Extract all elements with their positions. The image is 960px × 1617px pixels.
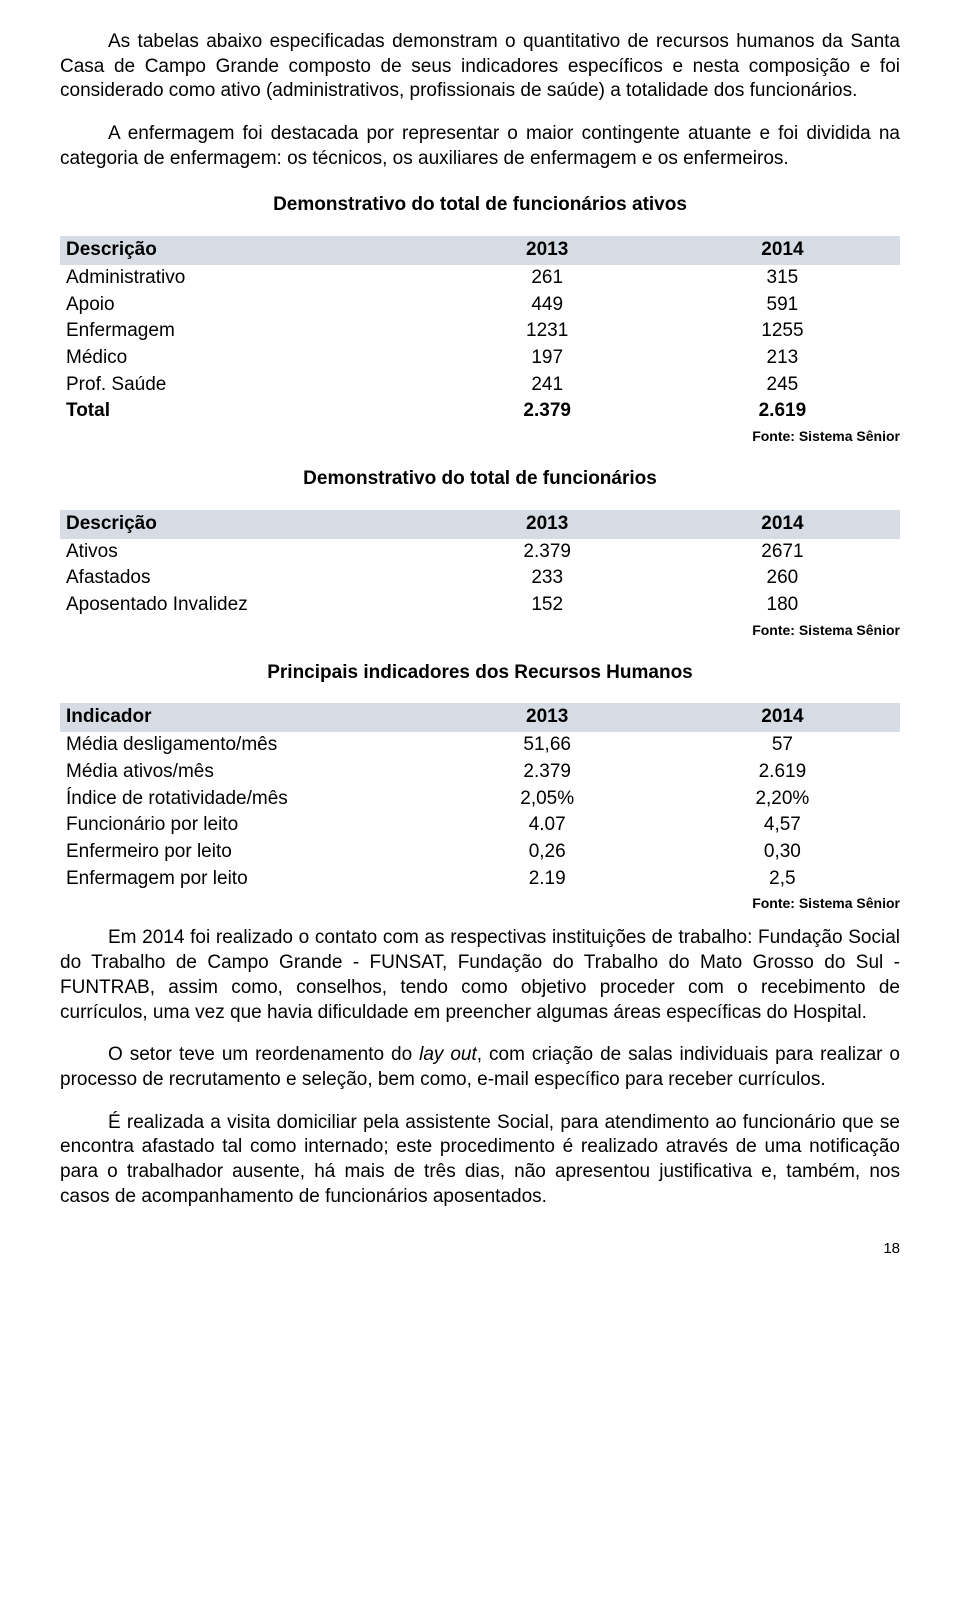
table3-source: Fonte: Sistema Sênior — [60, 894, 900, 912]
cell-value: 315 — [665, 265, 900, 292]
table-row: Médico197213 — [60, 345, 900, 372]
intro-paragraph-1: As tabelas abaixo especificadas demonstr… — [60, 30, 900, 104]
table3-title: Principais indicadores dos Recursos Huma… — [60, 661, 900, 686]
table-row: Aposentado Invalidez152180 — [60, 592, 900, 619]
table-row: Índice de rotatividade/mês2,05%2,20% — [60, 786, 900, 813]
table-header-2014: 2014 — [665, 703, 900, 732]
cell-label: Prof. Saúde — [60, 372, 430, 399]
table-row: Média ativos/mês2.3792.619 — [60, 759, 900, 786]
cell-label: Média ativos/mês — [60, 759, 430, 786]
table-header-2014: 2014 — [665, 510, 900, 539]
table-row: Prof. Saúde241245 — [60, 372, 900, 399]
cell-value: 2.379 — [430, 759, 665, 786]
cell-value: 197 — [430, 345, 665, 372]
table-header-2013: 2013 — [430, 236, 665, 265]
table-header-descricao: Descrição — [60, 510, 430, 539]
table-row: Enfermagem por leito2.192,5 — [60, 866, 900, 893]
table-row: Enfermeiro por leito0,260,30 — [60, 839, 900, 866]
table-row: Funcionário por leito4.074,57 — [60, 812, 900, 839]
cell-value: 4.07 — [430, 812, 665, 839]
table-row: Afastados233260 — [60, 565, 900, 592]
cell-value: 2,05% — [430, 786, 665, 813]
cell-value: 51,66 — [430, 732, 665, 759]
table-header-row: Descrição 2013 2014 — [60, 236, 900, 265]
cell-label: Enfermagem — [60, 318, 430, 345]
cell-label: Aposentado Invalidez — [60, 592, 430, 619]
cell-value: 0,30 — [665, 839, 900, 866]
table-header-2013: 2013 — [430, 703, 665, 732]
cell-label: Afastados — [60, 565, 430, 592]
cell-label: Enfermagem por leito — [60, 866, 430, 893]
intro-paragraph-2: A enfermagem foi destacada por represent… — [60, 122, 900, 171]
p4-prefix: O setor teve um reordenamento do — [108, 1044, 419, 1065]
cell-label: Funcionário por leito — [60, 812, 430, 839]
table-row: Média desligamento/mês51,6657 — [60, 732, 900, 759]
cell-value: 1255 — [665, 318, 900, 345]
cell-label: Índice de rotatividade/mês — [60, 786, 430, 813]
cell-value: 57 — [665, 732, 900, 759]
table-total-row: Total2.3792.619 — [60, 398, 900, 425]
cell-value: 2.379 — [430, 539, 665, 566]
table-header-2014: 2014 — [665, 236, 900, 265]
table-indicadores-rh: Indicador 2013 2014 Média desligamento/m… — [60, 703, 900, 892]
cell-value: 180 — [665, 592, 900, 619]
cell-value: 0,26 — [430, 839, 665, 866]
cell-value: 241 — [430, 372, 665, 399]
table2-source: Fonte: Sistema Sênior — [60, 621, 900, 639]
table-total-funcionarios: Descrição 2013 2014 Ativos2.3792671 Afas… — [60, 510, 900, 619]
cell-label: Enfermeiro por leito — [60, 839, 430, 866]
cell-value: 591 — [665, 292, 900, 319]
cell-label: Média desligamento/mês — [60, 732, 430, 759]
cell-value: 2671 — [665, 539, 900, 566]
cell-value: 4,57 — [665, 812, 900, 839]
cell-value: 261 — [430, 265, 665, 292]
table-row: Ativos2.3792671 — [60, 539, 900, 566]
table1-source: Fonte: Sistema Sênior — [60, 427, 900, 445]
cell-value: 233 — [430, 565, 665, 592]
table-header-descricao: Descrição — [60, 236, 430, 265]
cell-label: Ativos — [60, 539, 430, 566]
cell-value: 2.379 — [430, 398, 665, 425]
cell-value: 2.19 — [430, 866, 665, 893]
cell-value: 1231 — [430, 318, 665, 345]
cell-value: 260 — [665, 565, 900, 592]
table-row: Administrativo261315 — [60, 265, 900, 292]
cell-value: 2,20% — [665, 786, 900, 813]
cell-value: 2,5 — [665, 866, 900, 893]
table-header-indicador: Indicador — [60, 703, 430, 732]
cell-value: 213 — [665, 345, 900, 372]
page-number: 18 — [60, 1239, 900, 1259]
cell-label: Médico — [60, 345, 430, 372]
cell-value: 2.619 — [665, 398, 900, 425]
cell-value: 449 — [430, 292, 665, 319]
closing-paragraph-1: Em 2014 foi realizado o contato com as r… — [60, 926, 900, 1025]
table-row: Enfermagem12311255 — [60, 318, 900, 345]
table-funcionarios-ativos: Descrição 2013 2014 Administrativo261315… — [60, 236, 900, 425]
p4-italic: lay out — [419, 1044, 477, 1065]
table-header-row: Descrição 2013 2014 — [60, 510, 900, 539]
closing-paragraph-2: O setor teve um reordenamento do lay out… — [60, 1043, 900, 1092]
cell-value: 2.619 — [665, 759, 900, 786]
cell-value: 152 — [430, 592, 665, 619]
cell-label: Apoio — [60, 292, 430, 319]
table1-title: Demonstrativo do total de funcionários a… — [60, 193, 900, 218]
closing-paragraph-3: É realizada a visita domiciliar pela ass… — [60, 1111, 900, 1210]
cell-value: 245 — [665, 372, 900, 399]
cell-label: Total — [60, 398, 430, 425]
table-header-row: Indicador 2013 2014 — [60, 703, 900, 732]
table-header-2013: 2013 — [430, 510, 665, 539]
table2-title: Demonstrativo do total de funcionários — [60, 467, 900, 492]
cell-label: Administrativo — [60, 265, 430, 292]
table-row: Apoio449591 — [60, 292, 900, 319]
